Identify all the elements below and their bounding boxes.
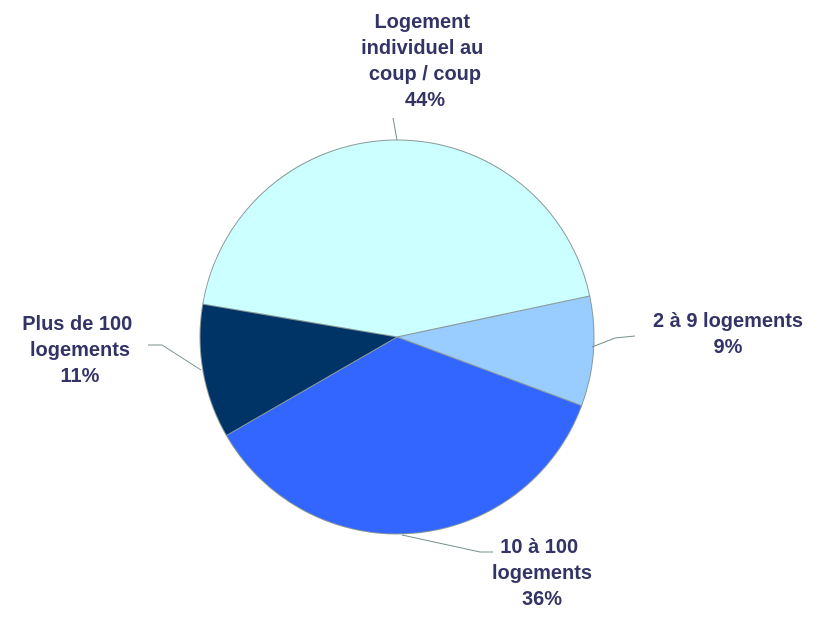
- label-line: Logement: [374, 11, 475, 33]
- label-line: 2 à 9 logements: [653, 310, 803, 332]
- pie-slice: [199, 303, 399, 437]
- value-label: 11%: [61, 365, 100, 387]
- label-line: logements: [30, 339, 130, 361]
- slice-label: 10 à 100 logements: [492, 536, 592, 584]
- label-line: 10 à 100: [500, 536, 583, 558]
- leader-line: [392, 117, 398, 141]
- label-line: coup / coup: [369, 63, 481, 85]
- value-label: 36%: [522, 588, 562, 610]
- leader-line: [401, 534, 493, 553]
- slice-label: Logement individuel au coup / coup: [361, 11, 489, 85]
- label-line: logements: [492, 562, 592, 584]
- pie-slice: [395, 295, 595, 407]
- pie-slice: [202, 139, 591, 338]
- leader-line: [148, 344, 202, 371]
- slice-label: Plus de 100 logements: [22, 313, 138, 361]
- label-line: individuel au: [361, 37, 489, 59]
- label-line: Plus de 100: [22, 313, 138, 335]
- value-label: 44%: [405, 89, 445, 111]
- leader-line: [591, 335, 636, 348]
- pie-slice: [225, 336, 583, 535]
- value-label: 9%: [714, 336, 743, 358]
- slice-label: 2 à 9 logements: [653, 310, 803, 332]
